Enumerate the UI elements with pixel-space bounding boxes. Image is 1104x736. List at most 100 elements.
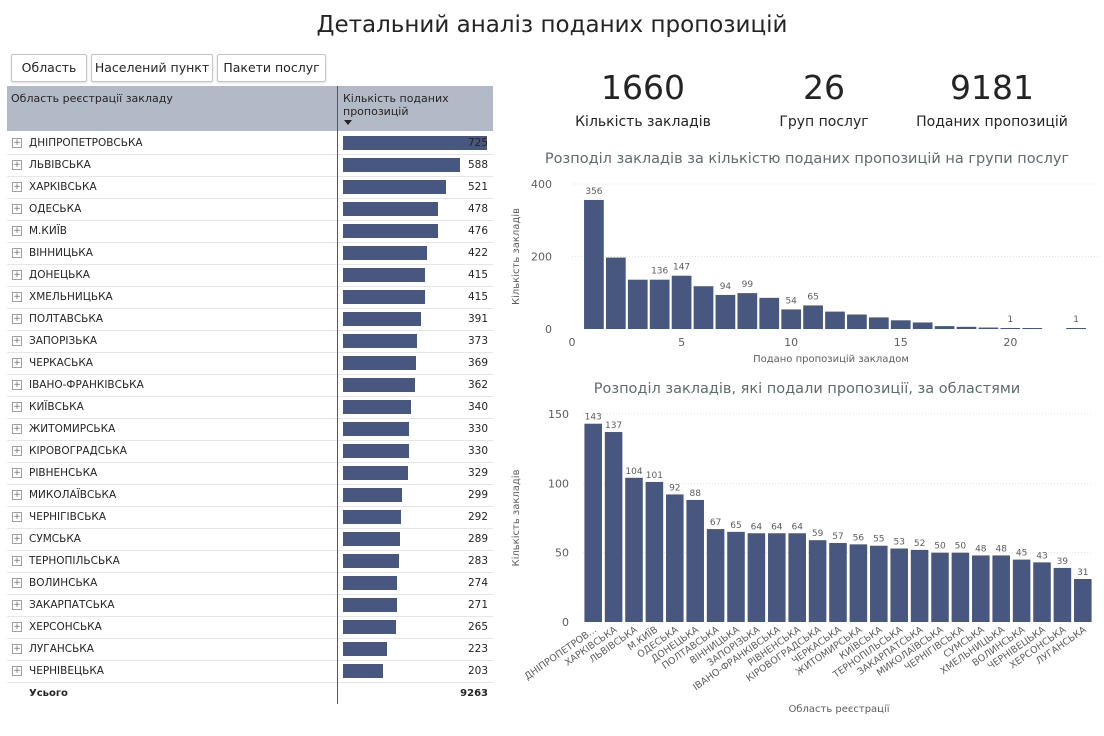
count-value: 289	[467, 533, 488, 545]
expand-icon[interactable]: +	[12, 292, 22, 302]
count-value: 521	[467, 181, 488, 193]
expand-icon[interactable]: +	[12, 446, 22, 456]
expand-icon[interactable]: +	[12, 314, 22, 324]
count-value: 415	[467, 291, 488, 303]
table-row[interactable]: + ВІННИЦЬКА 422	[7, 242, 493, 265]
expand-icon[interactable]: +	[12, 556, 22, 566]
count-databar	[343, 554, 400, 568]
expand-icon[interactable]: +	[12, 666, 22, 676]
expand-icon[interactable]: +	[12, 534, 22, 544]
expand-icon[interactable]: +	[12, 402, 22, 412]
count-value: 330	[467, 445, 488, 457]
table-row[interactable]: + ЛЬВІВСЬКА 588	[7, 154, 493, 177]
count-value: 203	[467, 665, 488, 677]
data-label: 64	[771, 522, 783, 532]
data-label: 92	[669, 483, 680, 493]
column-header-count[interactable]: Кількість поданих пропозицій	[343, 92, 449, 118]
table-row[interactable]: + ОДЕСЬКА 478	[7, 198, 493, 221]
table-row[interactable]: + ЧЕРНІГІВСЬКА 292	[7, 506, 493, 529]
bar	[706, 529, 725, 622]
expand-icon[interactable]: +	[12, 182, 22, 192]
table-row[interactable]: + ДНІПРОПЕТРОВСЬКА 725	[7, 132, 493, 155]
expand-icon[interactable]: +	[12, 490, 22, 500]
bar	[825, 311, 845, 329]
count-databar	[343, 422, 409, 436]
data-label: 104	[625, 467, 642, 477]
count-databar	[343, 290, 426, 304]
bar	[1066, 328, 1086, 329]
count-value: 362	[467, 379, 488, 391]
data-label: 356	[585, 187, 602, 197]
expand-icon[interactable]: +	[12, 270, 22, 280]
table-row[interactable]: + ДОНЕЦЬКА 415	[7, 264, 493, 287]
count-value: 274	[467, 577, 488, 589]
bar	[604, 432, 623, 622]
expand-icon[interactable]: +	[12, 424, 22, 434]
expand-icon[interactable]: +	[12, 622, 22, 632]
region-name: ДОНЕЦЬКА	[29, 269, 90, 281]
expand-icon[interactable]: +	[12, 226, 22, 236]
expand-icon[interactable]: +	[12, 204, 22, 214]
table-row[interactable]: + ЧЕРКАСЬКА 369	[7, 352, 493, 375]
settlement-filter-button[interactable]: Населений пункт	[91, 54, 213, 82]
data-label: 64	[791, 522, 803, 532]
count-databar	[343, 378, 415, 392]
bar	[1033, 562, 1051, 622]
count-databar	[343, 136, 487, 150]
sort-descending-icon[interactable]	[344, 120, 352, 125]
expand-icon[interactable]: +	[12, 512, 22, 522]
table-row[interactable]: + КИЇВСЬКА 340	[7, 396, 493, 419]
region-name: ХАРКІВСЬКА	[29, 181, 97, 193]
expand-icon[interactable]: +	[12, 358, 22, 368]
count-databar	[343, 576, 398, 590]
bar	[781, 309, 802, 329]
bar	[934, 326, 955, 329]
table-row[interactable]: + РІВНЕНСЬКА 329	[7, 462, 493, 485]
expand-icon[interactable]: +	[12, 160, 22, 170]
expand-icon[interactable]: +	[12, 336, 22, 346]
bar	[829, 542, 847, 622]
region-name: КИЇВСЬКА	[29, 401, 84, 413]
region-filter-button[interactable]: Область	[11, 54, 87, 82]
expand-icon[interactable]: +	[12, 248, 22, 258]
table-row[interactable]: + ЗАКАРПАТСЬКА 271	[7, 594, 493, 617]
table-row[interactable]: + ПОЛТАВСЬКА 391	[7, 308, 493, 331]
data-label: 54	[785, 296, 797, 306]
table-row[interactable]: + ТЕРНОПІЛЬСЬКА 283	[7, 550, 493, 573]
data-label: 31	[1077, 568, 1088, 578]
expand-icon[interactable]: +	[12, 578, 22, 588]
expand-icon[interactable]: +	[12, 138, 22, 148]
expand-icon[interactable]: +	[12, 380, 22, 390]
bar	[890, 548, 908, 622]
count-databar	[343, 598, 397, 612]
bar	[715, 294, 736, 329]
table-row[interactable]: + М.КИЇВ 476	[7, 220, 493, 243]
table-row[interactable]: + МИКОЛАЇВСЬКА 299	[7, 484, 493, 507]
expand-icon[interactable]: +	[12, 468, 22, 478]
data-label: 48	[975, 544, 987, 554]
table-row[interactable]: + ІВАНО-ФРАНКІВСЬКА 362	[7, 374, 493, 397]
table-row[interactable]: + ХАРКІВСЬКА 521	[7, 176, 493, 199]
expand-icon[interactable]: +	[12, 644, 22, 654]
table-row[interactable]: + ЧЕРНІВЕЦЬКА 203	[7, 660, 493, 683]
column-divider	[337, 86, 338, 704]
count-databar	[343, 268, 426, 282]
table-row[interactable]: + ЖИТОМИРСЬКА 330	[7, 418, 493, 441]
y-axis-title: Кількість закладів	[510, 208, 522, 305]
table-row[interactable]: + СУМСЬКА 289	[7, 528, 493, 551]
expand-icon[interactable]: +	[12, 600, 22, 610]
bar	[931, 552, 949, 622]
table-row[interactable]: + ХЕРСОНСЬКА 265	[7, 616, 493, 639]
column-header-region[interactable]: Область реєстрації закладу	[11, 92, 173, 105]
count-value: 369	[467, 357, 488, 369]
service-packages-filter-button[interactable]: Пакети послуг	[217, 54, 326, 82]
table-row[interactable]: + ЗАПОРІЗЬКА 373	[7, 330, 493, 353]
table-row[interactable]: + ЛУГАНСЬКА 223	[7, 638, 493, 661]
data-label: 65	[807, 292, 818, 302]
table-row[interactable]: + КІРОВОГРАДСЬКА 330	[7, 440, 493, 463]
table-row[interactable]: + ХМЕЛЬНИЦЬКА 415	[7, 286, 493, 309]
table-row[interactable]: + ВОЛИНСЬКА 274	[7, 572, 493, 595]
region-name: СУМСЬКА	[29, 533, 81, 545]
bar	[1012, 559, 1031, 622]
